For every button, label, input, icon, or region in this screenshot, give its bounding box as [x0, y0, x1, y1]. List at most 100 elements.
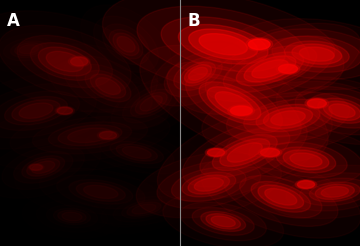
Ellipse shape [58, 125, 122, 146]
Ellipse shape [3, 38, 54, 61]
Ellipse shape [30, 43, 99, 80]
Ellipse shape [140, 96, 162, 111]
Ellipse shape [5, 96, 67, 125]
Ellipse shape [58, 108, 72, 114]
Ellipse shape [207, 87, 261, 120]
Ellipse shape [307, 99, 327, 108]
Ellipse shape [19, 45, 39, 54]
Ellipse shape [212, 135, 277, 170]
Ellipse shape [262, 149, 278, 156]
Ellipse shape [46, 51, 84, 72]
Ellipse shape [122, 84, 180, 123]
Ellipse shape [255, 29, 360, 79]
Ellipse shape [258, 147, 282, 158]
Ellipse shape [258, 185, 304, 209]
Ellipse shape [30, 165, 42, 170]
Text: B: B [187, 12, 200, 30]
Ellipse shape [202, 81, 360, 155]
Ellipse shape [272, 36, 360, 72]
Ellipse shape [137, 6, 310, 82]
Ellipse shape [305, 98, 329, 109]
Ellipse shape [199, 82, 269, 125]
Ellipse shape [57, 107, 73, 114]
Ellipse shape [297, 181, 315, 188]
Ellipse shape [251, 182, 311, 212]
Ellipse shape [260, 148, 280, 157]
Ellipse shape [192, 208, 254, 235]
Text: A: A [7, 12, 20, 30]
Ellipse shape [279, 64, 297, 73]
Ellipse shape [226, 125, 360, 195]
Ellipse shape [136, 151, 282, 218]
Ellipse shape [189, 67, 207, 80]
Ellipse shape [266, 165, 360, 219]
Ellipse shape [299, 47, 334, 61]
Ellipse shape [76, 64, 140, 108]
Ellipse shape [315, 184, 354, 200]
Ellipse shape [96, 78, 120, 94]
Ellipse shape [100, 132, 116, 139]
Ellipse shape [292, 44, 342, 64]
Ellipse shape [103, 0, 344, 98]
Ellipse shape [208, 149, 224, 156]
Ellipse shape [100, 137, 174, 168]
Ellipse shape [70, 57, 89, 66]
Ellipse shape [14, 151, 73, 183]
Ellipse shape [15, 43, 43, 56]
Ellipse shape [323, 101, 360, 120]
Ellipse shape [227, 143, 262, 162]
Ellipse shape [64, 56, 152, 116]
Ellipse shape [29, 164, 43, 170]
Ellipse shape [185, 74, 283, 133]
Ellipse shape [28, 164, 44, 171]
Ellipse shape [207, 148, 225, 157]
Ellipse shape [300, 178, 360, 206]
Ellipse shape [185, 65, 211, 83]
Ellipse shape [53, 208, 91, 225]
Ellipse shape [27, 158, 60, 176]
Ellipse shape [167, 62, 301, 145]
Ellipse shape [252, 60, 288, 78]
Ellipse shape [189, 29, 258, 60]
Ellipse shape [171, 167, 246, 202]
Ellipse shape [276, 147, 336, 173]
Ellipse shape [22, 156, 65, 179]
Ellipse shape [199, 34, 247, 55]
Ellipse shape [99, 131, 117, 139]
Ellipse shape [30, 164, 42, 170]
Ellipse shape [265, 188, 297, 205]
Ellipse shape [85, 70, 131, 102]
Ellipse shape [244, 99, 332, 137]
Ellipse shape [264, 108, 312, 129]
Ellipse shape [244, 56, 296, 82]
Ellipse shape [17, 35, 113, 88]
Ellipse shape [38, 47, 91, 76]
Ellipse shape [62, 212, 82, 221]
Ellipse shape [206, 214, 240, 229]
Ellipse shape [135, 92, 167, 114]
Ellipse shape [163, 194, 284, 246]
Ellipse shape [309, 99, 325, 107]
Ellipse shape [12, 100, 60, 122]
Ellipse shape [194, 178, 223, 191]
Ellipse shape [240, 176, 322, 218]
Ellipse shape [205, 36, 335, 101]
Ellipse shape [211, 216, 235, 227]
Ellipse shape [180, 202, 266, 241]
Ellipse shape [110, 141, 164, 164]
Ellipse shape [200, 128, 290, 177]
Ellipse shape [286, 173, 360, 211]
Ellipse shape [248, 39, 270, 50]
Ellipse shape [226, 92, 350, 144]
Ellipse shape [161, 17, 285, 72]
Ellipse shape [290, 153, 322, 167]
Ellipse shape [249, 135, 360, 185]
Ellipse shape [99, 131, 117, 139]
Ellipse shape [250, 40, 269, 49]
Ellipse shape [97, 130, 119, 140]
Ellipse shape [32, 161, 55, 173]
Ellipse shape [321, 186, 348, 197]
Ellipse shape [265, 142, 347, 178]
Ellipse shape [122, 147, 151, 158]
Ellipse shape [182, 118, 307, 187]
